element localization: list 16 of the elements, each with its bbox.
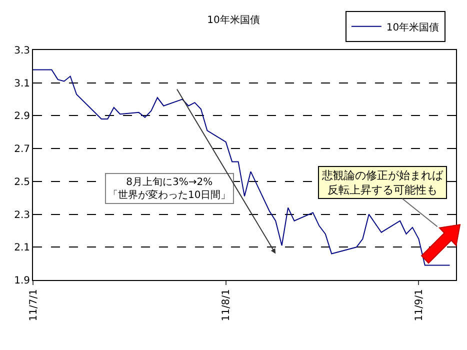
y-tick-label: 1.9 xyxy=(14,276,30,286)
y-tick-label: 3.1 xyxy=(14,78,30,90)
chart-title: 10年米国債 xyxy=(207,14,260,26)
y-tick-label: 2.7 xyxy=(14,144,30,156)
legend-label: 10年米国債 xyxy=(386,21,440,34)
y-tick-label: 2.1 xyxy=(14,242,30,254)
x-tick-label: 11/8/1 xyxy=(221,289,232,322)
y-tick-label: 2.3 xyxy=(14,210,30,221)
line-series xyxy=(33,69,450,266)
y-tick-label: 2.5 xyxy=(14,176,30,188)
annotation: 悲観論の修正が始まれば反転上昇する可能性も xyxy=(321,169,444,196)
x-tick-label: 11/9/1 xyxy=(414,289,425,322)
y-tick-label: 3.3 xyxy=(14,46,30,56)
x-tick-label: 11/7/1 xyxy=(28,289,40,322)
y-tick-label: 2.9 xyxy=(14,111,30,122)
annotation: 8月上旬に3%→2%「世界が変わった10日間」 xyxy=(108,176,231,201)
